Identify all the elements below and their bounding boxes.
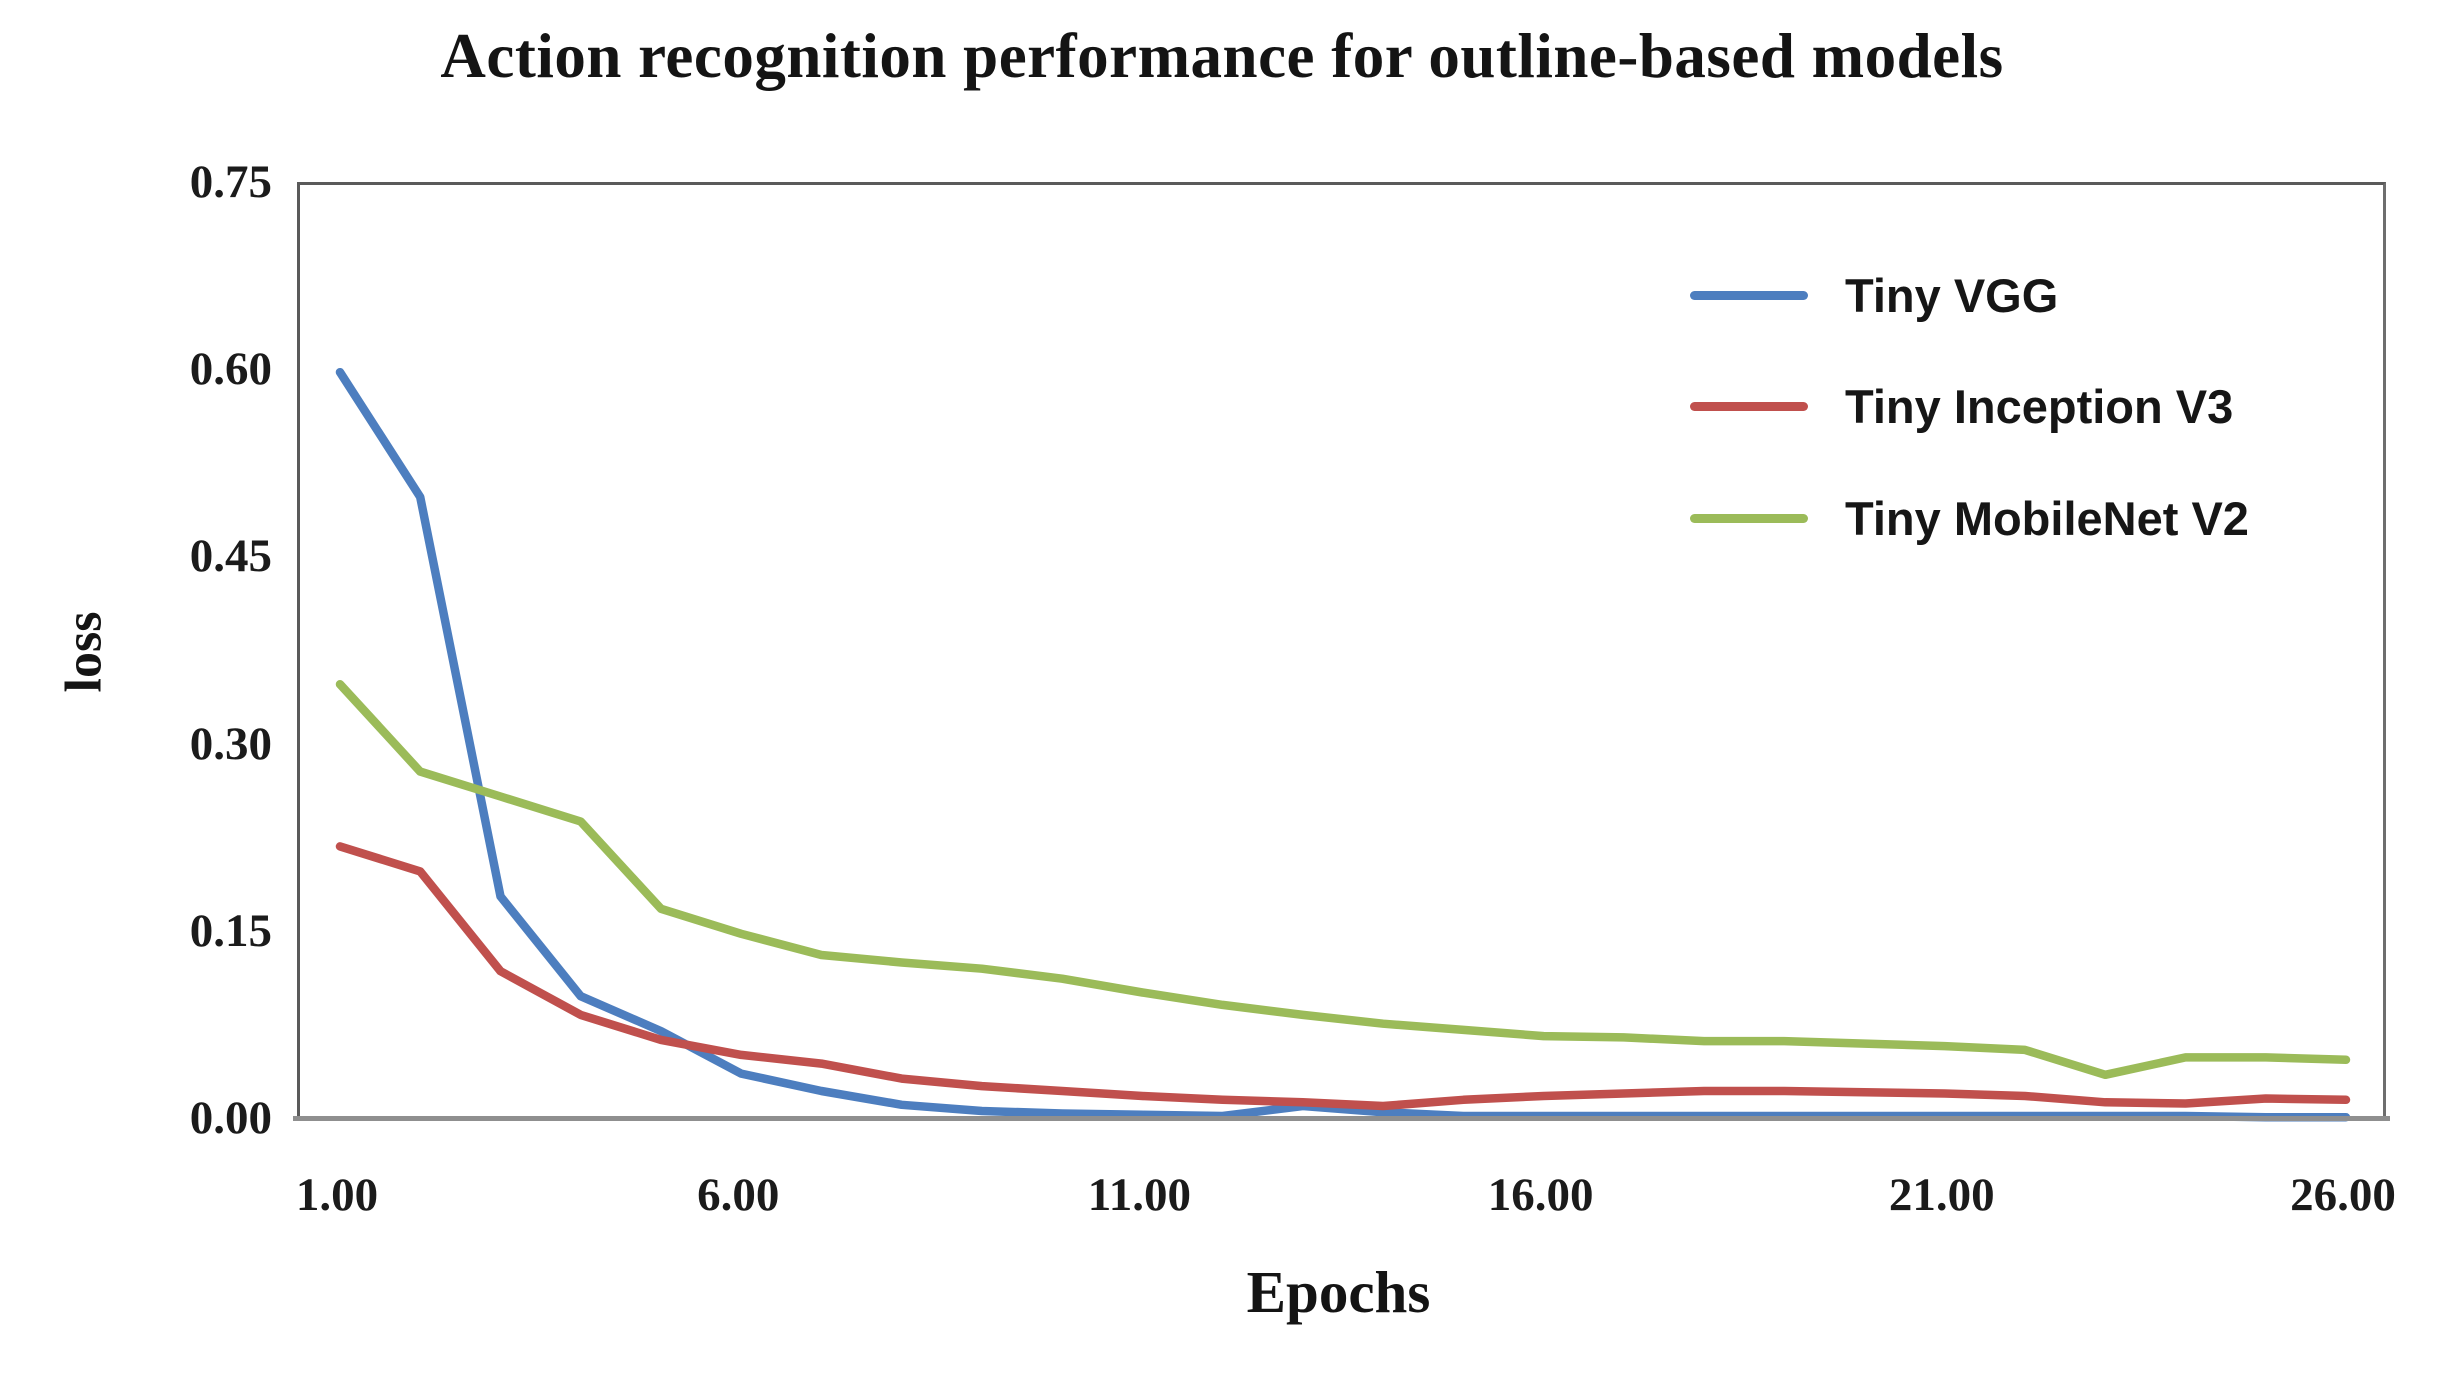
y-axis-title: loss [55, 611, 113, 693]
line-chart [335, 367, 2351, 1122]
series-line-tiny-inception-v3 [335, 842, 2351, 1111]
x-tick-label: 6.00 [697, 1169, 780, 1221]
x-tick-label: 1.00 [295, 1169, 379, 1221]
x-tick-label: 16.00 [1487, 1169, 1594, 1221]
series-line-tiny-vgg [335, 367, 2351, 1122]
y-tick-label: 0.00 [189, 1092, 272, 1144]
y-tick-label: 0.30 [189, 717, 272, 770]
y-tick-label: 0.75 [189, 156, 272, 208]
x-tick-label: 26.00 [2290, 1169, 2396, 1221]
plot-area: Tiny VGG Tiny Inception V3 Tiny MobileNet … [297, 182, 2386, 1122]
series-line-tiny-mobilenet-v2 [335, 679, 2351, 1080]
chart-title: Action recognition performance for outli… [440, 21, 2004, 91]
x-tick-label: 21.00 [1888, 1169, 1995, 1221]
y-tick-label: 0.60 [189, 343, 272, 396]
y-tick-label: 0.45 [189, 530, 272, 583]
x-axis-title: Epochs [1246, 1259, 1431, 1325]
x-axis-line [293, 1116, 2390, 1121]
y-tick-label: 0.15 [189, 904, 272, 957]
x-tick-label: 11.00 [1087, 1169, 1191, 1221]
